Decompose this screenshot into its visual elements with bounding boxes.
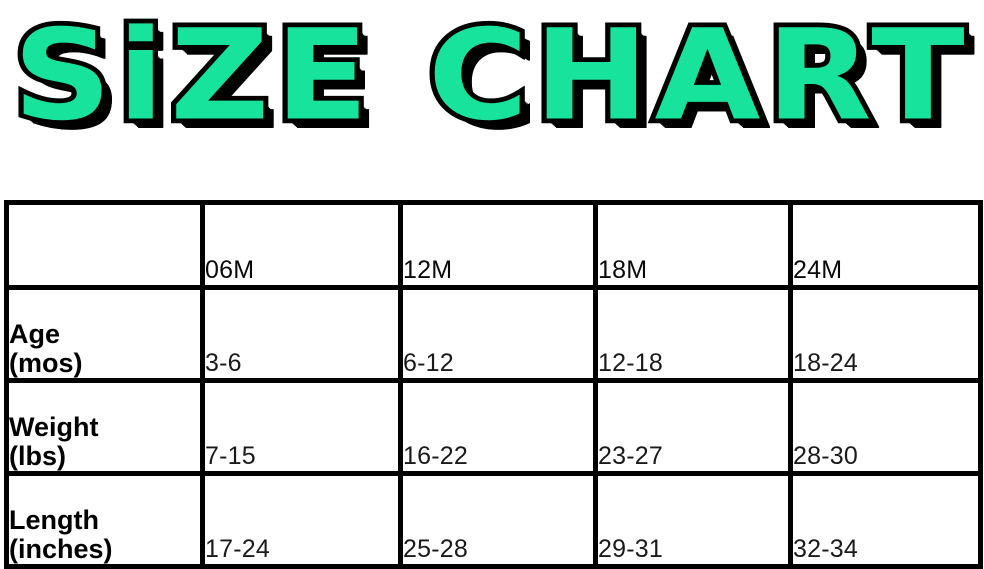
row-label-age-unit: (mos) (9, 347, 83, 378)
column-header-12m: 12M (398, 200, 598, 290)
row-label-weight-name: Weight (9, 411, 99, 442)
column-header-24m: 24M (788, 200, 983, 290)
page-title-area: SiZE CHART (0, 0, 984, 150)
table-header-row: 06M 12M 18M 24M (4, 200, 983, 290)
cell-age-24m: 18-24 (788, 285, 983, 383)
cell-length-24m: 32-34 (788, 471, 983, 569)
cell-length-18m: 29-31 (593, 471, 793, 569)
column-header-06m: 06M (200, 200, 403, 290)
row-label-length-unit: (inches) (9, 533, 113, 564)
table-row: Weight (lbs) 7-15 16-22 23-27 28-30 (4, 378, 983, 476)
cell-age-12m: 6-12 (398, 285, 598, 383)
table-row: Length (inches) 17-24 25-28 29-31 32-34 (4, 471, 983, 569)
column-header-18m: 18M (593, 200, 793, 290)
row-label-length-name: Length (9, 504, 99, 535)
cell-weight-18m: 23-27 (593, 378, 793, 476)
row-label-weight-unit: (lbs) (9, 440, 66, 471)
row-label-length: Length (inches) (4, 471, 205, 569)
page-title: SiZE CHART (8, 1, 971, 149)
cell-weight-12m: 16-22 (398, 378, 598, 476)
cell-weight-24m: 28-30 (788, 378, 983, 476)
cell-length-12m: 25-28 (398, 471, 598, 569)
header-corner-cell (4, 200, 205, 290)
row-label-age: Age (mos) (4, 285, 205, 383)
row-label-weight: Weight (lbs) (4, 378, 205, 476)
size-chart-table: 06M 12M 18M 24M Age (mos) 3-6 6-12 12-18… (4, 200, 983, 569)
cell-weight-06m: 7-15 (200, 378, 403, 476)
cell-age-18m: 12-18 (593, 285, 793, 383)
table-row: Age (mos) 3-6 6-12 12-18 18-24 (4, 285, 983, 383)
row-label-age-name: Age (9, 318, 61, 349)
cell-length-06m: 17-24 (200, 471, 403, 569)
size-chart-table-area: 06M 12M 18M 24M Age (mos) 3-6 6-12 12-18… (0, 190, 984, 569)
cell-age-06m: 3-6 (200, 285, 403, 383)
